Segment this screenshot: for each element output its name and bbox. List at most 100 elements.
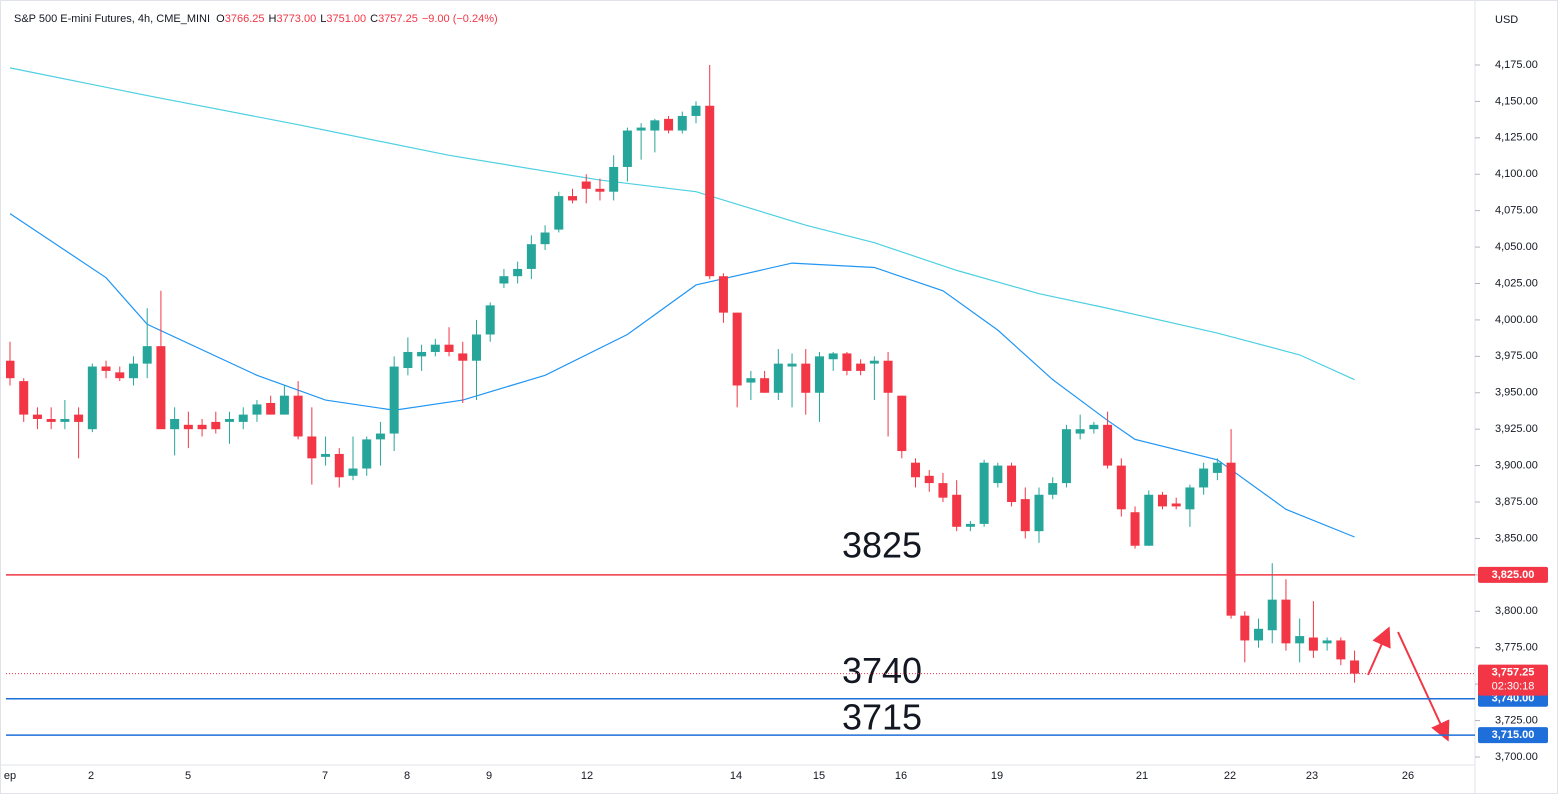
candle-body xyxy=(1240,615,1250,641)
candle-body xyxy=(828,353,838,360)
currency: USD xyxy=(1495,14,1519,26)
x-tick-label: 2 xyxy=(88,770,94,782)
candle-body xyxy=(705,105,715,277)
candle-body xyxy=(595,188,605,192)
candle-body xyxy=(471,334,481,361)
candle-body xyxy=(334,453,344,478)
candle-body xyxy=(787,363,797,367)
x-tick-label: 12 xyxy=(581,770,593,782)
candle-body xyxy=(691,105,701,116)
x-tick-label: 14 xyxy=(730,770,742,782)
level-label: 3715 xyxy=(842,697,922,738)
candle-body xyxy=(979,462,989,524)
last-price-label: 3,757.25 xyxy=(1492,666,1535,678)
candle-body xyxy=(87,366,97,430)
candle-body xyxy=(1336,640,1346,660)
candle-body xyxy=(1171,503,1181,507)
candle-body xyxy=(238,414,248,422)
ohlc-value: 3757.25 xyxy=(378,13,418,25)
legend: S&P 500 E-mini Futures, 4h, CME_MINI O37… xyxy=(14,13,502,25)
candle-body xyxy=(1308,637,1318,651)
candle-body xyxy=(1130,512,1140,546)
axis-tag xyxy=(1478,566,1548,583)
candle-body xyxy=(760,378,770,393)
y-tick-label: 3,725.00 xyxy=(1495,714,1538,726)
candle-body xyxy=(856,363,866,371)
candle-body xyxy=(1116,465,1126,510)
candle-body xyxy=(924,475,934,484)
candle-body xyxy=(499,276,509,284)
x-tick-label: 8 xyxy=(404,770,410,782)
y-tick-label: 4,000.00 xyxy=(1495,314,1538,326)
y-tick-label: 3,900.00 xyxy=(1495,460,1538,472)
candle-body xyxy=(128,363,138,379)
candle-body xyxy=(170,418,180,430)
candle-body xyxy=(1322,640,1332,644)
axis-tag-label: 3,740.00 xyxy=(1492,693,1535,705)
candle-body xyxy=(1020,499,1030,532)
candle-body xyxy=(1144,494,1154,546)
moving-average xyxy=(9,213,1355,538)
candle-body xyxy=(801,363,811,393)
candle-body xyxy=(293,395,303,437)
candle-body xyxy=(6,360,15,379)
candle-body xyxy=(568,196,578,201)
x-tick-label: 21 xyxy=(1136,770,1148,782)
candle-body xyxy=(965,523,975,527)
candle-body xyxy=(1350,660,1360,674)
candle-body xyxy=(1034,494,1044,532)
arrow xyxy=(1397,631,1450,742)
y-tick-label: 3,775.00 xyxy=(1495,642,1538,654)
axis-tag-label: 3,715.00 xyxy=(1492,729,1535,741)
candle-body xyxy=(732,312,742,386)
candle-body xyxy=(622,130,632,167)
candle-body xyxy=(1295,636,1305,644)
candle-body xyxy=(375,433,385,440)
candle-body xyxy=(1267,599,1277,631)
candle-body xyxy=(115,372,125,379)
y-tick-label: 4,025.00 xyxy=(1495,277,1538,289)
y-tick-label: 3,850.00 xyxy=(1495,532,1538,544)
x-tick-label: 5 xyxy=(185,770,191,782)
y-tick-label: 3,950.00 xyxy=(1495,387,1538,399)
candle-body xyxy=(897,395,907,452)
y-tick-label: 4,050.00 xyxy=(1495,241,1538,253)
x-tick-label: 7 xyxy=(322,770,328,782)
candle-body xyxy=(46,418,56,422)
moving-average xyxy=(9,67,1355,381)
candle-body xyxy=(540,232,550,245)
candle-body xyxy=(252,404,262,415)
y-tick-label: 4,100.00 xyxy=(1495,168,1538,180)
ohlc: O3766.25 H3773.00 L3751.00 C3757.25 xyxy=(216,13,422,25)
x-tick-label: 19 xyxy=(991,770,1003,782)
candle-body xyxy=(307,436,317,459)
ohlc-value: 3773.00 xyxy=(276,13,317,25)
ohlc-key: H xyxy=(268,13,277,25)
x-tick-label: 26 xyxy=(1402,770,1414,782)
candle-body xyxy=(101,366,111,371)
candle-body xyxy=(389,366,399,434)
candle-body xyxy=(1212,462,1222,473)
x-tick-label: 9 xyxy=(486,770,492,782)
candle-body xyxy=(650,120,660,131)
level-label: 3825 xyxy=(842,524,922,565)
candle-body xyxy=(952,494,962,527)
candle-body xyxy=(1254,628,1264,641)
candle-body xyxy=(197,424,207,430)
candle-body xyxy=(279,395,289,415)
candle-body xyxy=(746,378,756,383)
candle-body xyxy=(417,351,427,357)
candle-body xyxy=(1089,424,1099,430)
candle-body xyxy=(554,196,564,230)
candle-body xyxy=(883,360,893,393)
candle-body xyxy=(636,127,646,131)
candle-body xyxy=(348,468,358,476)
candle-body xyxy=(1007,465,1017,503)
candle-body xyxy=(266,402,276,415)
candle-body xyxy=(1061,429,1071,484)
candle-body xyxy=(485,305,495,335)
candle-body xyxy=(581,181,591,189)
y-tick-label: 3,800.00 xyxy=(1495,605,1538,617)
x-tick-label: ep xyxy=(4,770,16,782)
